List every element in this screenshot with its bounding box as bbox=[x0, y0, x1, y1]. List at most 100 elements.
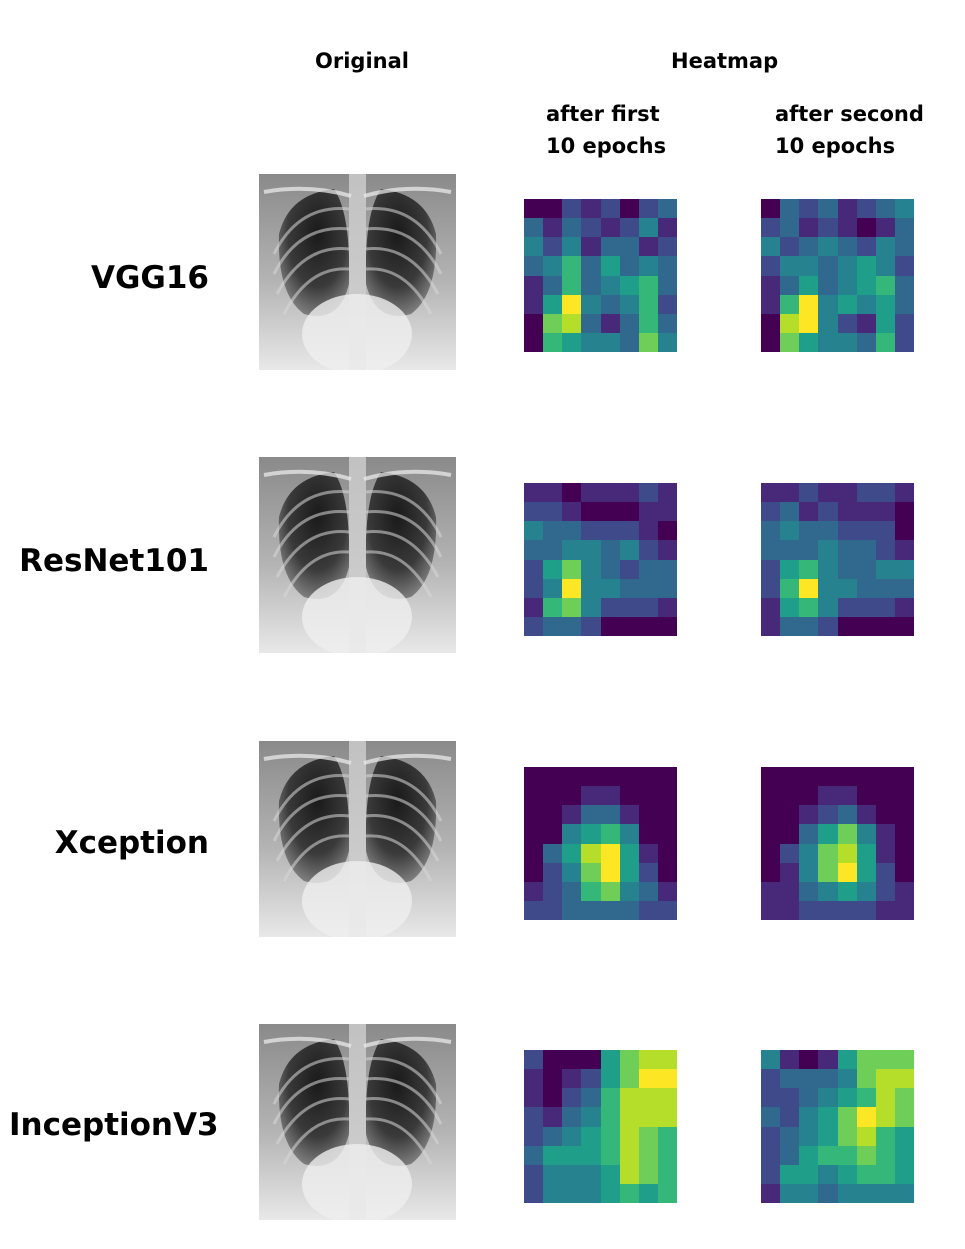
heatmap-cell bbox=[562, 616, 582, 636]
heatmap-cell bbox=[894, 767, 914, 787]
heatmap-cell bbox=[856, 294, 876, 314]
heatmap-cell bbox=[894, 786, 914, 806]
heatmap-cell bbox=[638, 256, 658, 276]
heatmap-cell bbox=[799, 1126, 819, 1146]
heatmap-cell bbox=[581, 767, 601, 787]
heatmap-cell bbox=[638, 1069, 658, 1089]
heatmap-cell bbox=[875, 521, 895, 541]
heatmap-cell bbox=[638, 578, 658, 598]
heatmap-cell bbox=[780, 256, 800, 276]
heatmap-cell bbox=[543, 199, 563, 219]
heatmap-cell bbox=[799, 881, 819, 901]
heatmap-cell bbox=[875, 540, 895, 560]
heatmap-cell bbox=[761, 313, 781, 333]
heatmap-cell bbox=[837, 1050, 857, 1070]
heatmap-cell bbox=[524, 313, 544, 333]
chest-xray-image bbox=[259, 174, 456, 374]
heatmap-cell bbox=[875, 1126, 895, 1146]
heatmap-cell bbox=[875, 1069, 895, 1089]
heatmap-cell bbox=[619, 597, 639, 617]
heatmap-cell bbox=[856, 900, 876, 920]
chest-xray-image bbox=[259, 741, 456, 941]
heatmap-cell bbox=[619, 256, 639, 276]
heatmap-cell bbox=[524, 502, 544, 522]
heatmap-cell bbox=[524, 332, 544, 352]
heatmap-cell bbox=[657, 313, 677, 333]
heatmap-cell bbox=[600, 786, 620, 806]
heatmap-cell bbox=[856, 256, 876, 276]
heatmap-cell bbox=[856, 843, 876, 863]
heatmap-cell bbox=[657, 786, 677, 806]
heatmap-cell bbox=[818, 294, 838, 314]
heatmap-cell bbox=[818, 256, 838, 276]
heatmap-cell bbox=[638, 1183, 658, 1203]
heatmap-cell bbox=[894, 540, 914, 560]
heatmap-cell bbox=[780, 1183, 800, 1203]
heatmap-cell bbox=[543, 767, 563, 787]
heatmap-cell bbox=[562, 237, 582, 257]
heatmap-cell bbox=[818, 237, 838, 257]
heatmap-cell bbox=[780, 218, 800, 238]
heatmap-cell bbox=[799, 786, 819, 806]
heatmap-cell bbox=[837, 616, 857, 636]
heatmap-cell bbox=[799, 237, 819, 257]
heatmap-cell bbox=[524, 237, 544, 257]
heatmap-cell bbox=[657, 199, 677, 219]
heatmap-cell bbox=[600, 275, 620, 295]
heatmap-cell bbox=[581, 559, 601, 579]
heatmap-cell bbox=[875, 900, 895, 920]
heatmap-cell bbox=[600, 1069, 620, 1089]
heatmap-cell bbox=[894, 900, 914, 920]
heatmap-cell bbox=[562, 1050, 582, 1070]
heatmap-cell bbox=[638, 1164, 658, 1184]
heatmap-cell bbox=[638, 900, 658, 920]
heatmap-cell bbox=[780, 483, 800, 503]
heatmap-cell bbox=[856, 597, 876, 617]
heatmap-cell bbox=[619, 805, 639, 825]
heatmap-cell bbox=[543, 275, 563, 295]
heatmap-cell bbox=[875, 824, 895, 844]
heatmap-cell bbox=[761, 1164, 781, 1184]
heatmap-cell bbox=[780, 1145, 800, 1165]
heatmap-cell bbox=[600, 805, 620, 825]
heatmap-cell bbox=[799, 805, 819, 825]
heatmap-cell bbox=[638, 1145, 658, 1165]
heatmap-cell bbox=[619, 1088, 639, 1108]
heatmap-cell bbox=[562, 767, 582, 787]
after-second-epochs-header: after second 10 epochs bbox=[775, 102, 924, 158]
heatmap-cell bbox=[856, 218, 876, 238]
heatmap-cell bbox=[524, 294, 544, 314]
heatmap-cell bbox=[761, 275, 781, 295]
heatmap-cell bbox=[619, 900, 639, 920]
heatmap-cell bbox=[638, 540, 658, 560]
heatmap-cell bbox=[619, 483, 639, 503]
heatmap-cell bbox=[818, 1050, 838, 1070]
heatmap-cell bbox=[638, 616, 658, 636]
heatmap-cell bbox=[581, 805, 601, 825]
heatmap-cell bbox=[581, 1107, 601, 1127]
heatmap-cell bbox=[600, 843, 620, 863]
heatmap-cell bbox=[581, 786, 601, 806]
heatmap-cell bbox=[875, 1107, 895, 1127]
heatmap-cell bbox=[780, 1126, 800, 1146]
heatmap-cell bbox=[875, 616, 895, 636]
heatmap-cell bbox=[875, 1164, 895, 1184]
heatmap-cell bbox=[524, 616, 544, 636]
chest-xray-image bbox=[259, 457, 456, 657]
heatmap-cell bbox=[780, 540, 800, 560]
heatmap-cell bbox=[894, 597, 914, 617]
heatmap-cell bbox=[657, 218, 677, 238]
heatmap-cell bbox=[524, 1164, 544, 1184]
heatmap-cell bbox=[799, 824, 819, 844]
heatmap-cell bbox=[600, 218, 620, 238]
heatmap-cell bbox=[856, 237, 876, 257]
heatmap-cell bbox=[799, 1050, 819, 1070]
heatmap-cell bbox=[875, 767, 895, 787]
heatmap-cell bbox=[619, 767, 639, 787]
heatmap-cell bbox=[837, 1088, 857, 1108]
heatmap-cell bbox=[543, 1126, 563, 1146]
heatmap-cell bbox=[818, 313, 838, 333]
heatmap-cell bbox=[524, 1050, 544, 1070]
row-label-xception: Xception bbox=[54, 825, 209, 861]
heatmap-cell bbox=[894, 1145, 914, 1165]
